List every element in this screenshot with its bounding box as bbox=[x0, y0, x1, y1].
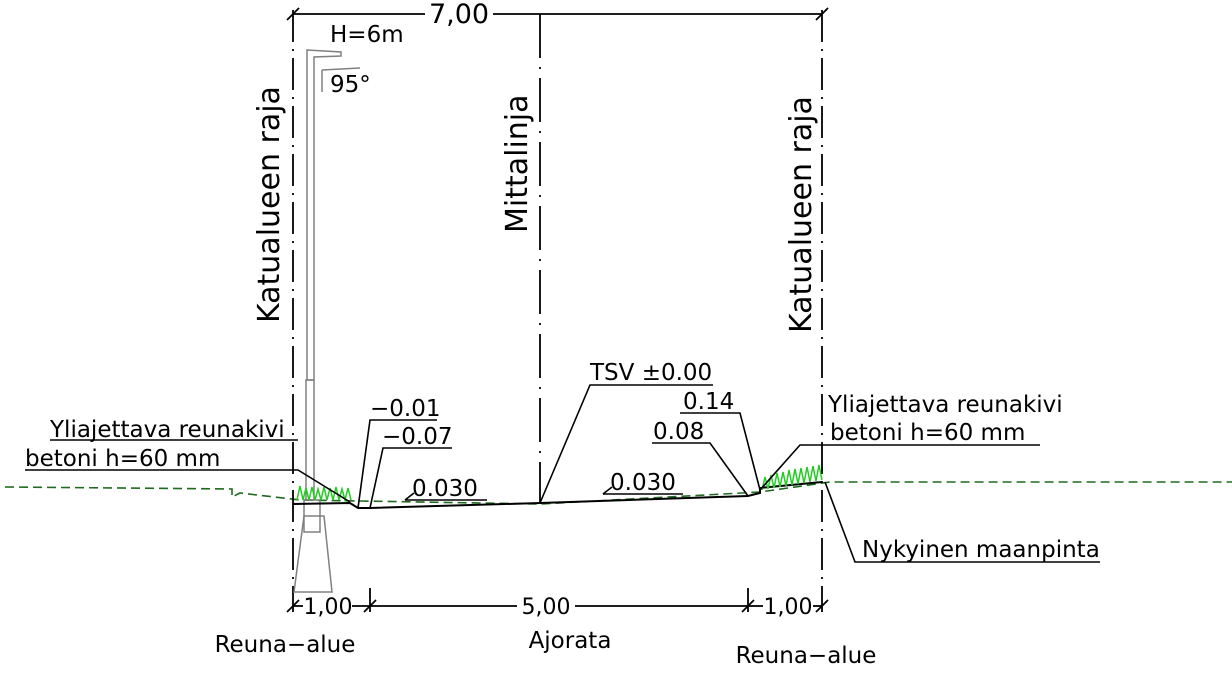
elevation-right-top: 0.14 bbox=[683, 389, 734, 415]
curb-right-leader bbox=[759, 444, 1040, 491]
elevation-left-top: −0.01 bbox=[370, 396, 440, 422]
pole-height-label: H=6m bbox=[330, 22, 404, 48]
dim-left-label: 1,00 bbox=[304, 595, 353, 620]
tsv-label: TSV ±0.00 bbox=[589, 360, 712, 386]
top-dimension bbox=[286, 7, 829, 21]
tsv-leader bbox=[539, 384, 713, 504]
dim-middle-label: 5,00 bbox=[522, 595, 571, 620]
total-width-label: 7,00 bbox=[429, 0, 489, 30]
boundary-label-left: Katualueen raja bbox=[252, 86, 287, 323]
street-light-pole bbox=[293, 49, 361, 593]
grass-left bbox=[296, 485, 352, 503]
curb-right-label-line2: betoni h=60 mm bbox=[830, 420, 1025, 446]
slope-left-marker bbox=[404, 492, 487, 501]
elevation-right-bottom: 0.08 bbox=[653, 419, 704, 445]
existing-ground-leader bbox=[824, 481, 1100, 563]
grass-right bbox=[761, 464, 823, 491]
elevation-left-bottom: −0.07 bbox=[382, 424, 452, 450]
elevation-left-leaders bbox=[357, 419, 452, 509]
boundary-label-right: Katualueen raja bbox=[784, 96, 819, 333]
centerline-label: Mittalinja bbox=[500, 94, 535, 233]
slope-right-marker bbox=[602, 486, 683, 495]
slope-left-label: 0.030 bbox=[412, 476, 478, 502]
curb-left-label-line1: Yliajettava reunakivi bbox=[49, 417, 285, 443]
zone-right-label: Reuna−alue bbox=[736, 643, 877, 669]
zone-left-label: Reuna−alue bbox=[215, 632, 356, 658]
elevation-right-leaders bbox=[652, 412, 761, 497]
zone-middle-label: Ajorata bbox=[529, 628, 612, 654]
pole-angle-label: 95° bbox=[330, 72, 371, 98]
slope-right-label: 0.030 bbox=[610, 470, 676, 496]
curb-left-label-line2: betoni h=60 mm bbox=[25, 446, 220, 472]
curb-left-leader bbox=[25, 439, 351, 503]
existing-ground-line bbox=[4, 481, 1232, 505]
bottom-dimension bbox=[286, 588, 829, 613]
existing-ground-label: Nykyinen maanpinta bbox=[862, 537, 1100, 563]
dim-right-label: 1,00 bbox=[764, 595, 813, 620]
curb-right-label-line1: Yliajettava reunakivi bbox=[827, 392, 1063, 418]
